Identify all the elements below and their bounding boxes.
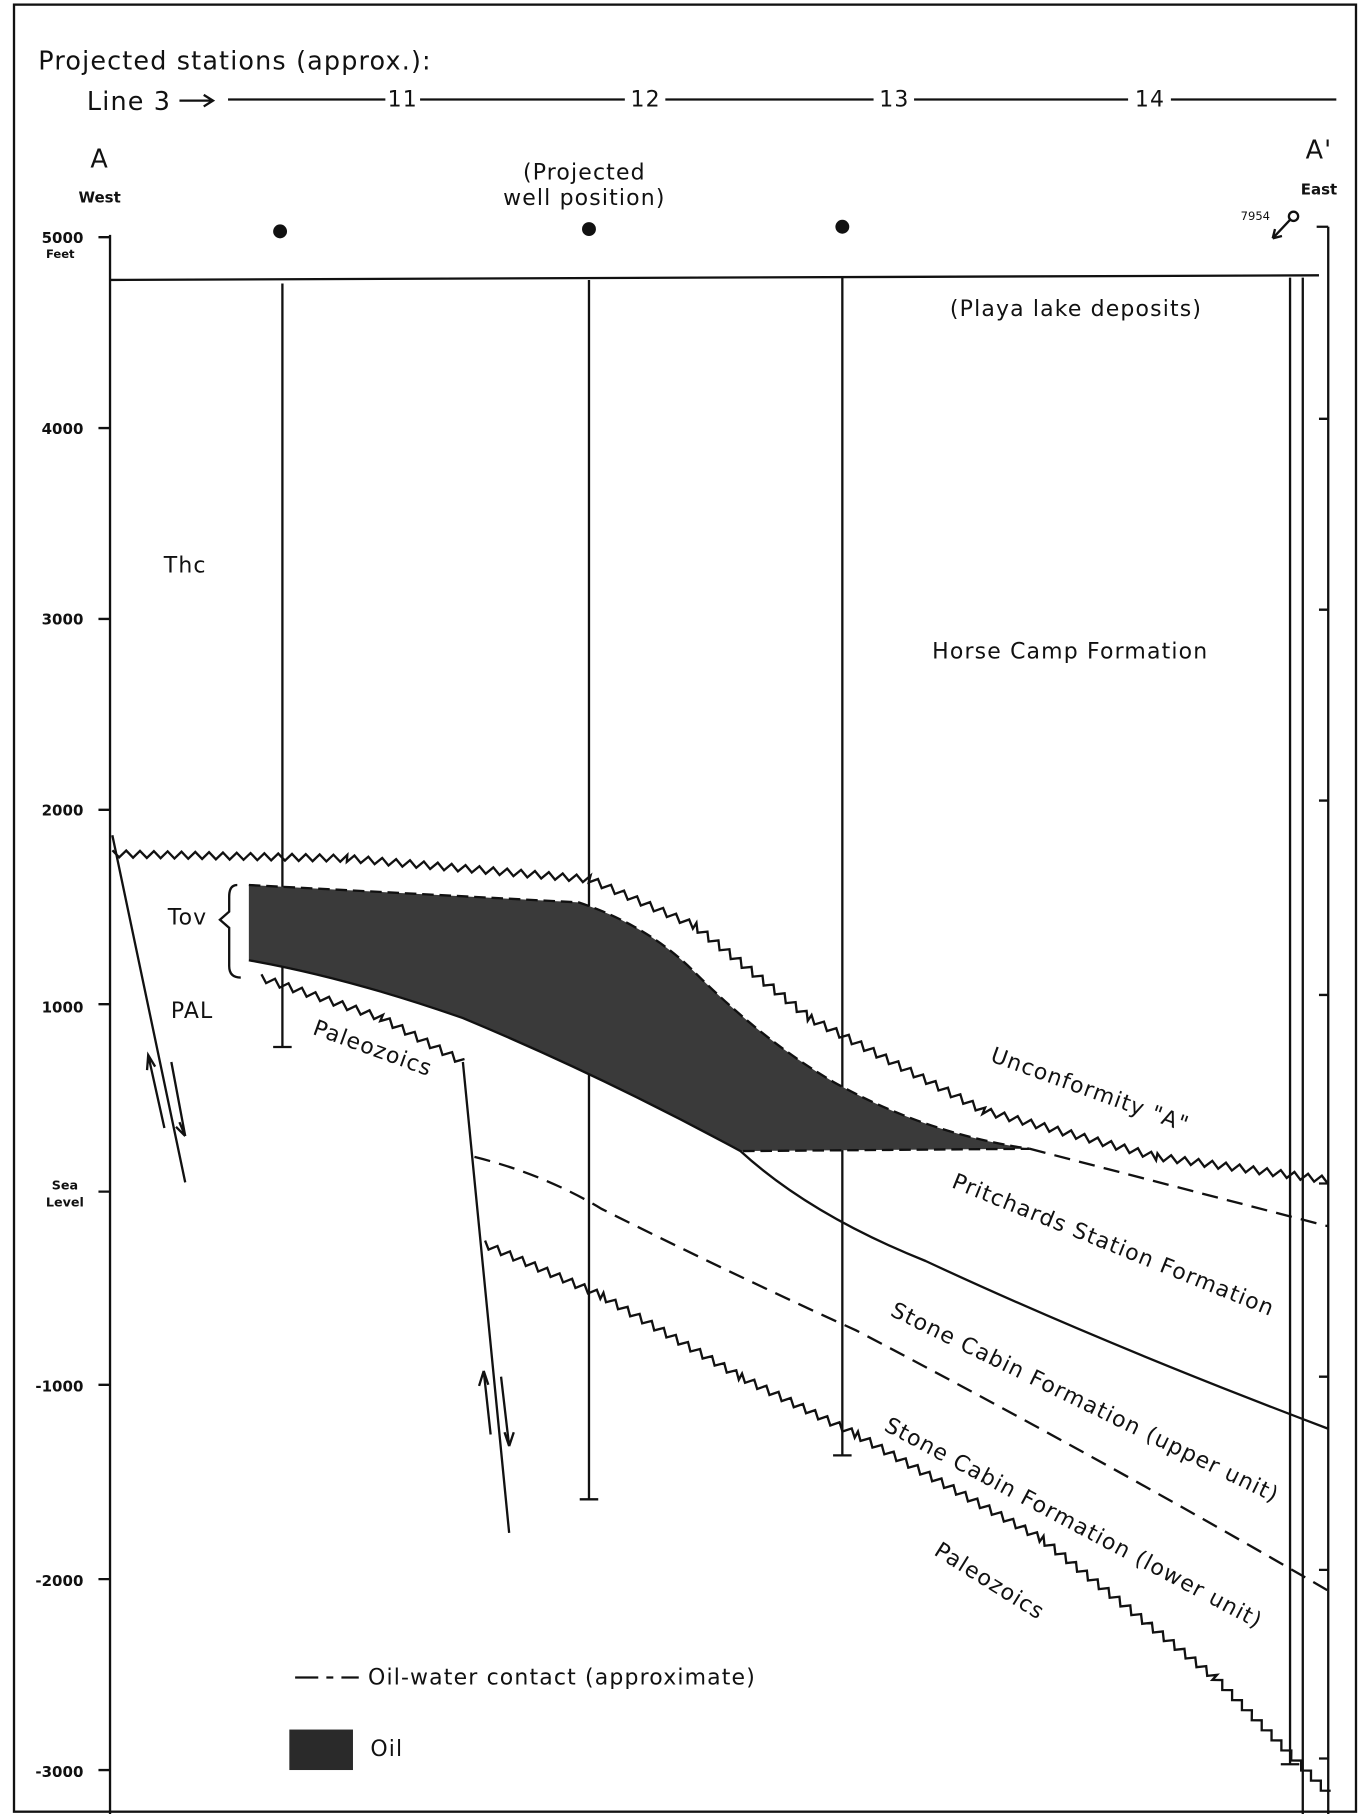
unit-label: Thc — [163, 554, 207, 579]
unconformity — [484, 1240, 1331, 1792]
well-note: (Projected — [523, 160, 646, 185]
legend-label: Oil-water contact (approximate) — [368, 1665, 756, 1690]
tick-label: Sea — [52, 1177, 78, 1192]
unconformity — [111, 848, 1329, 1185]
oil — [248, 885, 1030, 1152]
unit-label: Stone Cabin Formation (upper unit) — [887, 1298, 1283, 1508]
well-note: well position) — [503, 186, 665, 211]
surface — [110, 274, 1319, 282]
unit-label: Paleozoics — [310, 1016, 436, 1082]
west: West — [78, 188, 120, 206]
wells — [273, 219, 850, 239]
tick-label: -1000 — [35, 1378, 83, 1396]
station: 12 — [631, 87, 661, 112]
pritchards-base — [248, 959, 1329, 1430]
tick-label: 5000 — [42, 229, 84, 247]
unit-label: (Playa lake deposits) — [950, 297, 1202, 322]
well-number: 7954 — [1241, 209, 1270, 223]
contact — [474, 1155, 1329, 1592]
unconformity — [260, 973, 465, 1064]
unit-label: Tov — [167, 905, 208, 930]
axis-ticks — [98, 236, 1329, 1772]
tick-label: Level — [46, 1195, 84, 1210]
line-label: Line 3 — [87, 87, 171, 117]
unit-label: Paleozoics — [930, 1538, 1049, 1625]
tick-label: 3000 — [42, 611, 84, 629]
arrow — [179, 93, 216, 108]
tick-label: -2000 — [35, 1572, 83, 1590]
tick-label: -3000 — [35, 1763, 83, 1781]
unit-label: Pritchards Station Formation — [948, 1169, 1278, 1322]
tick-label: 4000 — [42, 420, 84, 438]
fault — [111, 835, 511, 1533]
well-symbol — [1271, 219, 1291, 240]
fault-arrows — [145, 1051, 515, 1447]
well-symbol — [1287, 210, 1300, 223]
bracket — [218, 883, 241, 979]
unit-label: Unconformity "A" — [987, 1043, 1192, 1138]
unit-label: PAL — [171, 999, 214, 1024]
station: 14 — [1135, 87, 1165, 112]
tick-label: 1000 — [42, 998, 84, 1016]
oil-top — [248, 883, 1030, 1153]
well-bore — [273, 277, 1304, 1815]
legend-label: Oil — [370, 1737, 403, 1762]
station: 13 — [879, 87, 909, 112]
legend-swatch — [289, 1729, 353, 1771]
station: 11 — [388, 87, 418, 112]
contact — [1029, 1147, 1329, 1228]
axis — [108, 225, 1330, 1815]
header-title: Projected stations (approx.): — [38, 46, 431, 76]
axis-unit: Feet — [46, 247, 75, 261]
tick-label: 2000 — [42, 802, 84, 820]
west-label: A — [90, 145, 109, 175]
east: East — [1301, 180, 1338, 198]
unit-label: Horse Camp Formation — [932, 639, 1208, 664]
frame — [12, 3, 1358, 1813]
east-label: A' — [1306, 135, 1333, 165]
